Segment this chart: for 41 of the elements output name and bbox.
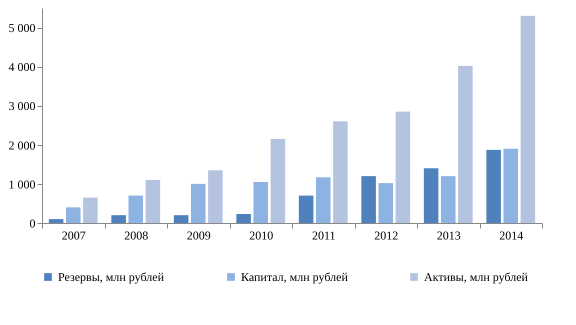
bar [270,138,286,223]
x-tick-label: 2008 [124,228,148,242]
y-tick-label: 3 000 [8,99,36,114]
bar [146,180,160,223]
x-tick-label: 2009 [186,228,211,242]
y-tick-label: 1 000 [8,177,36,192]
bar [503,148,518,223]
bar [396,112,410,223]
legend-label: Резервы, млн рублей [58,270,165,284]
bar [208,170,223,223]
x-tick-label: 2007 [62,228,86,242]
bar [316,177,331,223]
bar [111,215,126,223]
bar [424,168,438,223]
bar [83,198,98,223]
x-tick-label: 2010 [249,228,274,242]
y-tick-label: 0 [30,216,36,230]
x-tick-label: 2013 [436,228,461,242]
legend-label: Капитал, млн рублей [241,270,348,284]
bar [520,16,536,223]
bar [333,121,348,223]
y-tick-label: 5 000 [8,21,36,36]
bar [174,215,188,223]
bar [190,184,206,223]
bar [440,176,456,223]
bar [486,150,501,223]
bar [66,207,81,223]
bar [378,183,394,223]
y-tick-label: 4 000 [8,60,36,74]
y-tick-label: 2 000 [8,138,36,152]
x-tick-label: 2014 [499,228,524,242]
bar [128,196,144,223]
x-tick-label: 2012 [374,228,398,242]
bar [48,219,64,223]
bar [361,176,376,223]
bar [458,66,473,223]
bar [236,214,251,223]
bar [298,196,314,223]
x-tick-label: 2011 [312,228,336,242]
bar [253,182,268,223]
legend-label: Активы, млн рублей [424,270,529,284]
